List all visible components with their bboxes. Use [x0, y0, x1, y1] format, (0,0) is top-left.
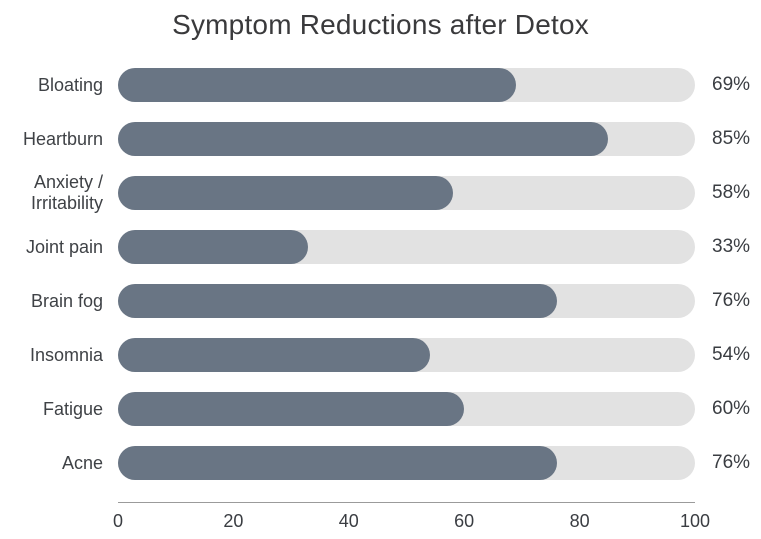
bar-fill	[118, 230, 309, 264]
category-label: Brain fog	[30, 290, 103, 311]
value-label: 76%	[712, 452, 751, 473]
x-axis-tick-label: 20	[223, 511, 244, 531]
category-label: Fatigue	[42, 398, 103, 419]
chart-row: Bloating 69%	[0, 58, 761, 112]
bar-fill	[118, 446, 557, 480]
chart-title: Symptom Reductions after Detox	[172, 9, 589, 40]
bar-area	[118, 446, 695, 480]
category-label: Joint pain	[25, 236, 103, 257]
bar-fill	[118, 392, 465, 426]
chart-row: Fatigue 60%	[0, 382, 761, 436]
bar-area	[118, 176, 695, 210]
x-axis: 0 20 40 60 80 100	[113, 502, 710, 539]
bar-fill	[118, 176, 453, 210]
category-label: Heartburn	[22, 128, 103, 149]
x-axis-tick-label: 100	[679, 511, 711, 531]
category-label: Anxiety / Irritability	[30, 172, 103, 213]
x-axis-tick-label: 0	[112, 511, 124, 531]
value-label: 58%	[712, 182, 751, 203]
chart-rows: Bloating 69% Heartburn 85% Anxiety / Irritab…	[0, 58, 761, 490]
category-label: Bloating	[37, 74, 103, 95]
category-label: Acne	[61, 452, 103, 473]
bar-area	[118, 230, 695, 264]
bar-area	[118, 392, 695, 426]
chart-row: Anxiety / Irritability 58%	[0, 166, 761, 220]
value-label: 69%	[712, 74, 751, 95]
chart-row: Insomnia 54%	[0, 328, 761, 382]
chart-row: Acne 76%	[0, 436, 761, 490]
bar-area	[118, 122, 695, 156]
value-label: 85%	[712, 128, 751, 149]
bar-fill	[118, 122, 609, 156]
bar-fill	[118, 68, 517, 102]
bar-area	[118, 338, 695, 372]
chart-row: Joint pain 33%	[0, 220, 761, 274]
x-axis-tick-label: 40	[338, 511, 359, 531]
bar-fill	[118, 338, 430, 372]
value-label: 60%	[712, 398, 751, 419]
category-label: Insomnia	[29, 344, 103, 365]
value-label: 76%	[712, 290, 751, 311]
value-label: 54%	[712, 344, 751, 365]
x-axis-tick-label: 80	[569, 511, 590, 531]
x-axis-tick-label: 60	[454, 511, 475, 531]
value-label: 33%	[712, 236, 751, 257]
chart-row: Brain fog 76%	[0, 274, 761, 328]
chart-row: Heartburn 85%	[0, 112, 761, 166]
bar-area	[118, 284, 695, 318]
bar-area	[118, 68, 695, 102]
bar-fill	[118, 284, 557, 318]
